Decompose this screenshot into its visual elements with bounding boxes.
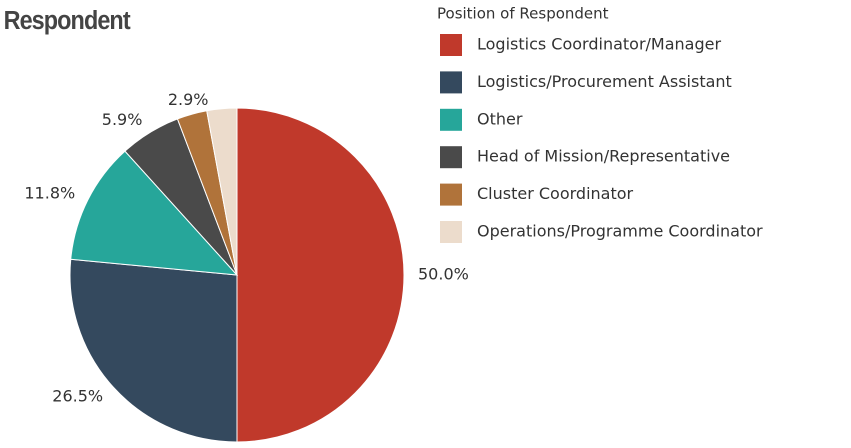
legend-swatch: [440, 34, 462, 56]
data-label: 50.0%: [418, 265, 469, 284]
legend-label: Logistics Coordinator/Manager: [477, 35, 721, 54]
legend-label: Head of Mission/Representative: [477, 147, 730, 166]
legend-label: Operations/Programme Coordinator: [477, 222, 763, 241]
data-label: 5.9%: [102, 110, 143, 129]
legend-swatch: [440, 146, 462, 169]
data-label: 11.8%: [24, 183, 75, 202]
pie-slice: [206, 107, 238, 276]
legend-swatch: [440, 108, 462, 131]
legend-swatch: [440, 221, 462, 243]
legend-title: Position of Respondent: [437, 5, 609, 23]
pie-slice: [236, 107, 405, 443]
data-label: 2.9%: [168, 90, 209, 109]
legend-label: Cluster Coordinator: [477, 184, 634, 203]
pie-slice: [69, 258, 238, 443]
chart-title: Respondent: [4, 7, 131, 35]
legend-label: Other: [477, 109, 523, 128]
legend-swatch: [440, 183, 462, 206]
data-label: 26.5%: [52, 386, 103, 405]
legend-swatch: [440, 71, 462, 94]
pie-slice: [70, 150, 239, 276]
legend-label: Logistics/Procurement Assistant: [477, 72, 732, 91]
